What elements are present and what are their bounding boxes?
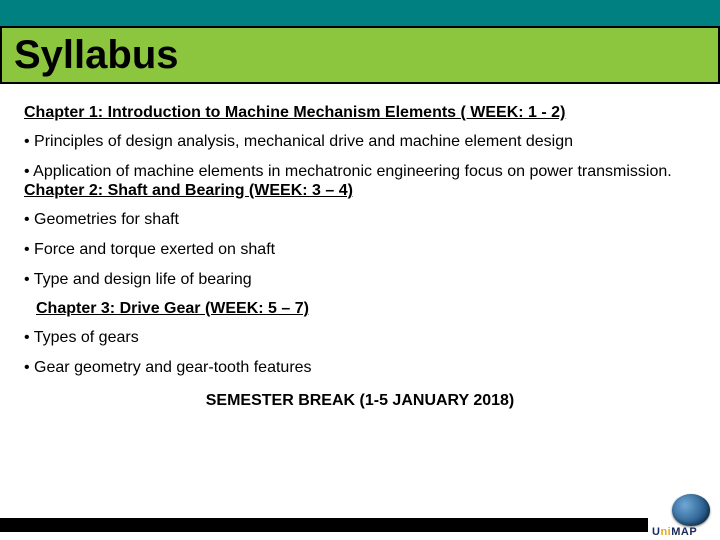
chapter2-heading: Chapter 2: Shaft and Bearing (WEEK: 3 – …: [24, 182, 696, 200]
globe-icon: [672, 494, 710, 526]
syllabus-content: Chapter 1: Introduction to Machine Mecha…: [0, 84, 720, 414]
chapter3-heading: Chapter 3: Drive Gear (WEEK: 5 – 7): [36, 300, 696, 318]
chapter1-bullet-1: • Principles of design analysis, mechani…: [24, 132, 696, 152]
chapter2-bullet-3: • Type and design life of bearing: [24, 270, 696, 290]
logo-text-accent: ni: [660, 526, 671, 538]
footer-bar: [0, 518, 648, 532]
logo-text-post: MAP: [671, 526, 697, 538]
chapter3-bullet-2: • Gear geometry and gear-tooth features: [24, 358, 696, 378]
top-accent-bar: [0, 0, 720, 26]
chapter3-bullet-1: • Types of gears: [24, 328, 696, 348]
chapter1-heading: Chapter 1: Introduction to Machine Mecha…: [24, 104, 696, 122]
chapter2-bullet-1: • Geometries for shaft: [24, 210, 696, 230]
page-title: Syllabus: [14, 34, 706, 76]
semester-break-label: SEMESTER BREAK (1-5 JANUARY 2018): [24, 392, 696, 410]
chapter2-bullet-2: • Force and torque exerted on shaft: [24, 240, 696, 260]
logo: UniMAP: [652, 494, 714, 538]
chapter1-bullet-2: • Application of machine elements in mec…: [24, 162, 696, 182]
logo-text: UniMAP: [652, 526, 697, 538]
title-bar: Syllabus: [0, 26, 720, 84]
